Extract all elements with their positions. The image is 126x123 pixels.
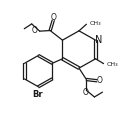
- Text: CH₃: CH₃: [107, 62, 118, 67]
- Text: O: O: [83, 88, 89, 97]
- Text: O: O: [51, 13, 57, 22]
- Text: Br: Br: [32, 90, 43, 99]
- Text: O: O: [97, 76, 103, 85]
- Text: CH₃: CH₃: [89, 21, 101, 26]
- Text: N: N: [95, 35, 103, 45]
- Text: O: O: [32, 26, 38, 35]
